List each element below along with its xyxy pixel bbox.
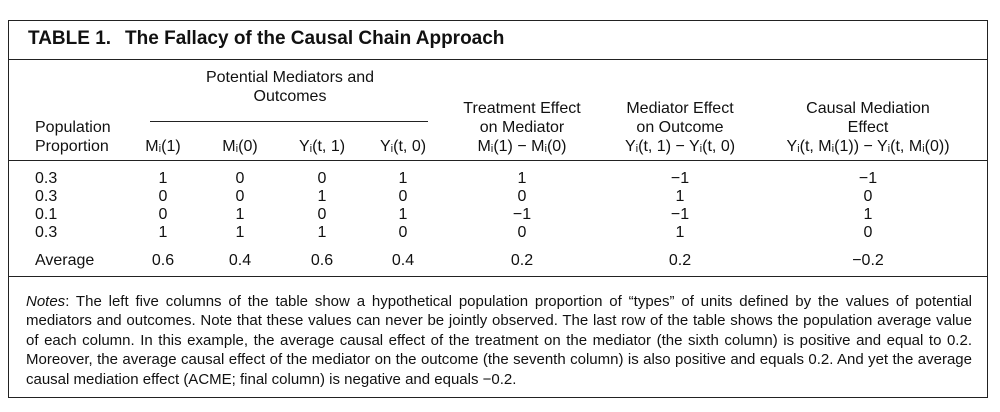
group-rule [150, 121, 428, 122]
table-cell: 0 [398, 188, 408, 205]
table-cell: 0 [317, 170, 327, 187]
table-cell: 0 [517, 188, 527, 205]
column-header-line: Yᵢ(t, Mᵢ(1)) − Yᵢ(t, Mᵢ(0)) [786, 138, 950, 155]
table-cell: Average [35, 252, 95, 269]
column-header: Mᵢ(0) [222, 137, 257, 156]
table-cell: 0.3 [35, 170, 58, 187]
table-cell: 0.4 [228, 252, 252, 269]
table-cell: 0 [398, 224, 408, 241]
table-cell: 0.6 [151, 252, 175, 269]
table-cell: 0.1 [35, 206, 58, 223]
column-header-line: Yᵢ(t, 1) [298, 138, 346, 155]
table-cell: 0.6 [310, 252, 334, 269]
table-cell: 1 [317, 224, 327, 241]
table-cell: 1 [158, 224, 168, 241]
table-cell: 0 [863, 188, 873, 205]
table-title: TABLE 1. The Fallacy of the Causal Chain … [28, 28, 504, 50]
column-header-line: Mᵢ(0) [222, 138, 258, 155]
column-header-line: Mediator Effect [626, 100, 734, 117]
table-cell: 0.3 [35, 224, 58, 241]
table-cell: −1 [670, 206, 690, 223]
table-cell: 0 [235, 188, 245, 205]
column-header-line: Effect [847, 119, 889, 136]
table-cell: 0.4 [391, 252, 415, 269]
column-header-line: Yᵢ(t, 1) − Yᵢ(t, 0) [624, 138, 736, 155]
table-cell: 1 [517, 170, 527, 187]
table-cell: 0.2 [668, 252, 692, 269]
column-header-line: Yᵢ(t, 0) [379, 138, 427, 155]
table-cell: 0 [158, 206, 168, 223]
rule [9, 59, 987, 60]
column-header-line: on Mediator [479, 119, 565, 136]
table-cell: 0 [317, 206, 327, 223]
column-header-line: Proportion [35, 138, 109, 155]
column-header-line: Treatment Effect [463, 100, 581, 117]
table-frame [8, 20, 988, 398]
column-header-line: Mᵢ(1) [145, 138, 181, 155]
column-header: Treatment Effect on Mediator Mᵢ(1) − Mᵢ(0) [463, 99, 580, 156]
column-header: Population Proportion [35, 118, 111, 156]
table-cell: 0 [863, 224, 873, 241]
title-text: The Fallacy of the Causal Chain Approach [125, 28, 505, 49]
group-header-line: Outcomes [253, 88, 327, 105]
rule [9, 276, 987, 277]
table-cell: 1 [317, 188, 327, 205]
column-header: Yᵢ(t, 0) [380, 137, 426, 156]
notes-label: Notes [26, 293, 66, 310]
title-label: TABLE 1. [28, 28, 112, 49]
table-cell: 0 [517, 224, 527, 241]
rule [9, 160, 987, 161]
table-cell: 1 [863, 206, 873, 223]
column-header: Mediator Effect on Outcome Yᵢ(t, 1) − Yᵢ(t… [625, 99, 735, 156]
table-cell: 0.3 [35, 188, 58, 205]
table-cell: 1 [235, 206, 245, 223]
table-cell: −0.2 [852, 252, 884, 269]
table-cell: −1 [858, 170, 878, 187]
table-cell: −1 [670, 170, 690, 187]
column-header-line: on Outcome [636, 119, 724, 136]
column-header-line: Population [35, 119, 111, 136]
column-header: Mᵢ(1) [145, 137, 180, 156]
table-cell: 1 [398, 170, 408, 187]
table-cell: 0.2 [510, 252, 534, 269]
group-header-line: Potential Mediators and [205, 69, 375, 86]
table-cell: 0 [235, 170, 245, 187]
column-header: Yᵢ(t, 1) [299, 137, 345, 156]
notes: Notes: The left five columns of the tabl… [26, 292, 972, 389]
table-cell: 1 [398, 206, 408, 223]
notes-text: : The left five columns of the table sho… [26, 293, 972, 388]
table-cell: 0 [158, 188, 168, 205]
column-header-line: Mᵢ(1) − Mᵢ(0) [477, 138, 567, 155]
column-header: Causal Mediation Effect Yᵢ(t, Mᵢ(1)) − Yᵢ(… [786, 99, 949, 156]
table-cell: 1 [235, 224, 245, 241]
column-header-line: Causal Mediation [806, 100, 930, 117]
group-header: Potential Mediators and Outcomes [206, 68, 374, 106]
table-cell: −1 [512, 206, 532, 223]
table-cell: 1 [675, 188, 685, 205]
table-cell: 1 [675, 224, 685, 241]
table-cell: 1 [158, 170, 168, 187]
